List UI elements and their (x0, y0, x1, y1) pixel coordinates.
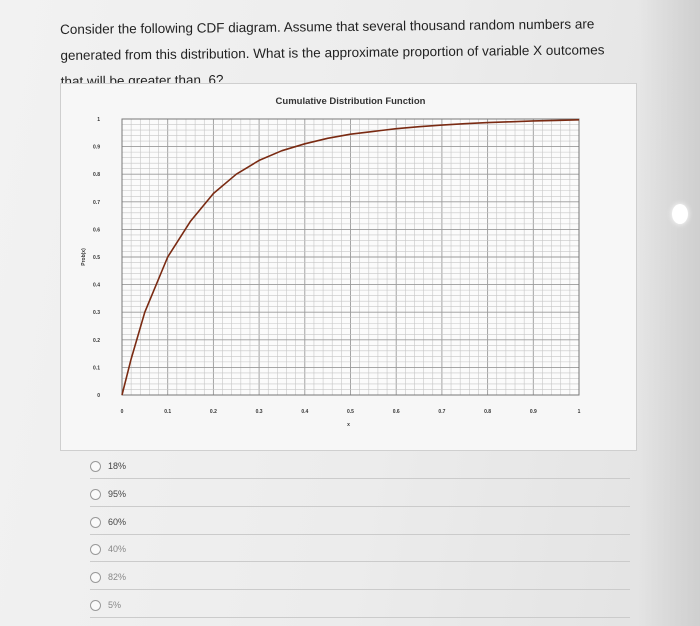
y-tick-label: 0.2 (93, 338, 100, 344)
radio-button[interactable] (90, 571, 101, 583)
chart-title: Cumulative Distribution Function (276, 96, 426, 107)
answer-option[interactable]: 18% (90, 454, 630, 479)
answer-option-label: 40% (108, 544, 127, 554)
radio-button[interactable] (90, 460, 101, 472)
light-glare (672, 204, 688, 224)
answer-option-label: 60% (108, 517, 127, 527)
answer-option[interactable]: 5% (90, 593, 630, 618)
answer-option[interactable]: 60% (90, 510, 630, 535)
y-axis-label: Prob(x) (81, 248, 87, 266)
x-tick-label: 0 (121, 409, 124, 415)
x-tick-label: 0.3 (256, 409, 263, 415)
x-tick-label: 0.9 (530, 409, 537, 415)
y-tick-label: 0 (97, 393, 100, 399)
answer-option[interactable]: 82% (90, 565, 630, 590)
x-tick-label: 0.6 (393, 409, 400, 415)
radio-button[interactable] (90, 488, 101, 500)
y-tick-label: 0.6 (93, 227, 100, 233)
cdf-chart-svg: Cumulative Distribution Function 0 0.1 0.2 0… (81, 96, 581, 428)
x-tick-label: 0.1 (164, 409, 171, 415)
x-tick-label: 1 (578, 409, 581, 415)
answer-option-label: 95% (108, 489, 127, 499)
y-tick-label: 0.1 (93, 365, 100, 371)
answer-option[interactable]: 40% (90, 537, 630, 562)
y-tick-label: 0.9 (93, 145, 100, 151)
radio-button[interactable] (90, 516, 101, 528)
answer-option-label: 18% (108, 461, 127, 471)
right-shadow (638, 0, 700, 626)
y-tick-label: 0.7 (93, 200, 100, 206)
x-tick-label: 0.2 (210, 409, 217, 415)
radio-button[interactable] (90, 543, 101, 555)
answer-option-label: 82% (108, 572, 127, 582)
y-tick-label: 0.3 (93, 310, 100, 316)
x-axis-label: x (347, 422, 350, 428)
y-tick-label: 0.5 (93, 255, 100, 261)
x-tick-label: 0.4 (301, 409, 308, 415)
answer-option-label: 5% (108, 600, 122, 610)
plot-border (121, 118, 580, 396)
y-tick-label: 0.4 (93, 283, 100, 289)
cdf-chart: Cumulative Distribution Function 0 0.1 0.2 0… (60, 83, 637, 451)
x-tick-label: 0.5 (347, 409, 354, 415)
radio-button[interactable] (90, 599, 101, 611)
answer-option[interactable]: 95% (90, 482, 630, 507)
y-tick-label: 0.8 (93, 172, 100, 178)
cdf-curve (121, 119, 580, 396)
x-tick-label: 0.7 (438, 409, 445, 415)
y-tick-label: 1 (97, 117, 100, 123)
x-tick-label: 0.8 (484, 409, 491, 415)
